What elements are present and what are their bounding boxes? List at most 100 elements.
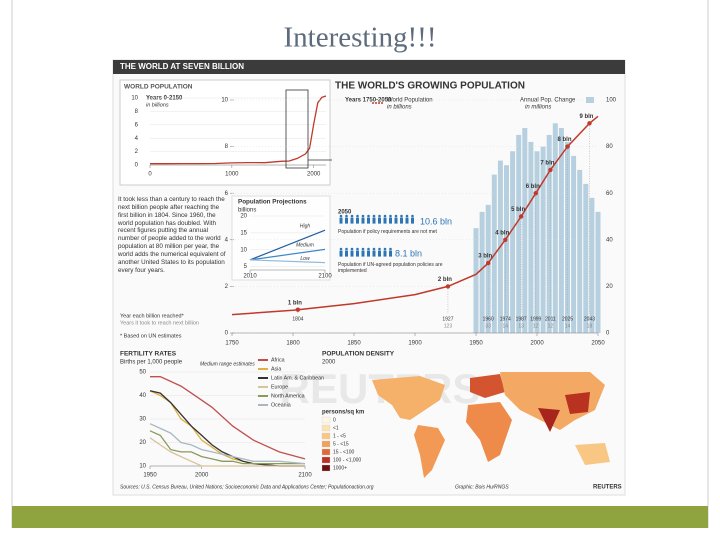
milestone-dot <box>548 167 553 173</box>
person-icon <box>411 217 414 224</box>
slide-title: Interesting!!! <box>284 22 437 54</box>
y2-tick-label: 20 <box>606 284 613 290</box>
unit-label: billions <box>238 208 256 214</box>
unit-label: in billions <box>146 102 169 108</box>
series-label: High <box>300 224 311 230</box>
legend-note: Year each billion reached* <box>120 313 185 319</box>
chart-title: THE WORLD'S GROWING POPULATION <box>335 81 525 92</box>
world-map <box>372 372 610 478</box>
x-tick-label: 2100 <box>298 473 312 479</box>
bar <box>479 211 485 333</box>
logo: REUTERS <box>593 485 622 491</box>
bar <box>577 169 583 333</box>
y-tick-label: 20 <box>139 440 146 446</box>
fertility-line <box>150 376 306 460</box>
continent <box>470 374 505 398</box>
person-icon <box>383 247 387 251</box>
person-icon <box>389 250 392 257</box>
person-icon <box>372 247 376 251</box>
bar <box>534 151 540 333</box>
x-tick-label: 1750 <box>225 341 239 347</box>
header: THE WORLD AT SEVEN BILLION <box>120 62 244 71</box>
projection-line <box>249 248 326 261</box>
legend-label: 100 - <1,000 <box>333 457 361 463</box>
y-tick-label: 0 <box>135 163 139 169</box>
legend-note: Years it took to reach next billion <box>120 320 199 326</box>
scenario-value: 10.6 bln <box>420 216 452 226</box>
person-icon <box>361 247 365 251</box>
person-icon <box>345 247 348 251</box>
scenario-text: Population if policy requirements are no… <box>338 229 437 235</box>
x-tick-label: 2010 <box>243 274 257 280</box>
bar <box>528 141 534 333</box>
y-tick-label: 50 <box>139 370 146 376</box>
y2-tick-label: 80 <box>606 144 613 150</box>
person-icon <box>372 217 376 224</box>
footnote: * Based on UN estimates <box>120 333 182 339</box>
person-icon <box>372 214 376 218</box>
continent <box>538 408 560 432</box>
person-icon <box>389 247 392 251</box>
milestone-year: 1987 <box>516 316 527 322</box>
legend-swatch <box>321 416 331 424</box>
y-tick-label: 4 <box>135 136 139 142</box>
person-icon <box>378 214 381 218</box>
person-icon <box>356 247 359 251</box>
person-icon <box>405 217 409 224</box>
x-tick-label: 1800 <box>286 341 300 347</box>
header-bar <box>113 60 625 74</box>
y2-tick-label: 60 <box>606 191 613 197</box>
y-tick-label: 8 <box>225 144 229 150</box>
person-icon <box>356 217 359 224</box>
years-to-next: 18 <box>587 323 593 329</box>
person-icon <box>383 217 387 224</box>
y-tick-label: 5 <box>244 264 248 270</box>
x-tick-label: 2000 <box>530 341 544 347</box>
chart-title: WORLD POPULATION <box>124 84 193 91</box>
scenario-year: 2050 <box>338 210 352 216</box>
milestone-dot <box>445 284 451 289</box>
projection-line <box>249 229 326 261</box>
milestone-label: 1 bln <box>288 300 302 306</box>
legend-swatch <box>321 448 331 456</box>
y-tick-label: 4 <box>225 237 229 243</box>
y-tick-label: 40 <box>139 393 146 399</box>
bar <box>504 165 509 333</box>
x-tick-label: 2000 <box>307 172 321 178</box>
y-tick-label: 2 <box>225 284 229 290</box>
y-tick-label: 10 <box>139 464 146 470</box>
chart-subtitle: Years 0-2150 <box>146 96 183 102</box>
person-icon <box>405 214 409 218</box>
continent <box>500 372 605 430</box>
person-icon <box>361 214 365 218</box>
legend-label: 0 <box>333 417 336 423</box>
milestone-dot <box>518 214 524 219</box>
bar <box>540 146 546 333</box>
person-icon <box>350 250 354 257</box>
legend-swatch <box>321 424 331 432</box>
scenario-box: Population if policy requirements are no… <box>338 229 437 235</box>
person-icon <box>394 214 398 218</box>
person-icon <box>394 217 398 224</box>
person-icon <box>339 214 343 218</box>
milestone-year: 1960 <box>483 316 494 322</box>
chart-title: FERTILITY RATES <box>120 351 177 358</box>
legend-label: 15 - <100 <box>333 449 354 455</box>
x-tick-label: 1950 <box>469 341 483 347</box>
person-icon <box>383 250 387 257</box>
years-to-next: 12 <box>548 323 554 329</box>
person-icon <box>411 214 414 218</box>
scenario-text: Population if UN-agreed population polic… <box>338 262 443 275</box>
continent <box>466 402 512 462</box>
milestone-label: 7 bln <box>540 160 554 166</box>
person-icon <box>383 214 387 218</box>
bar <box>595 211 601 333</box>
footer-bar <box>12 506 708 528</box>
scenario-value: 8.1 bln <box>395 248 422 258</box>
person-icon <box>350 247 354 251</box>
bar <box>522 127 528 334</box>
x-tick-label: 2000 <box>195 473 209 479</box>
person-icon <box>389 217 392 224</box>
milestone-label: 5 bln <box>511 207 525 213</box>
